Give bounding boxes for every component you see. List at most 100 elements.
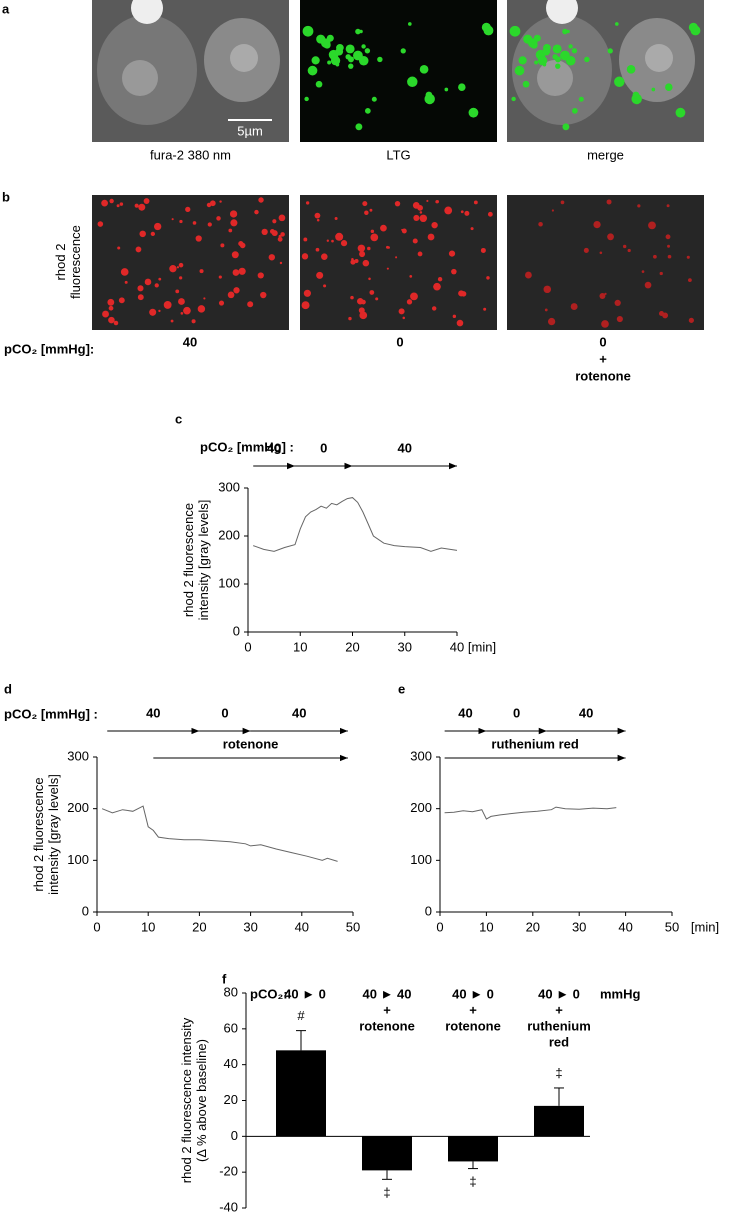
- granule: [584, 56, 590, 63]
- granule: [330, 55, 341, 66]
- granule: [307, 65, 318, 76]
- protocol-label: 40: [398, 440, 412, 455]
- granule: [370, 233, 379, 242]
- granule: [369, 208, 373, 212]
- granule: [607, 233, 614, 241]
- protocol-label: 40: [458, 705, 472, 720]
- y-tick-label: 0: [231, 1128, 238, 1143]
- granule: [665, 83, 673, 91]
- micrograph: [92, 195, 289, 330]
- granule: [448, 250, 456, 257]
- condition-title: pCO₂ [mmHg]:: [4, 341, 94, 356]
- annotation: ‡: [555, 1065, 562, 1080]
- granule: [509, 25, 521, 37]
- granule: [398, 308, 405, 315]
- granule: [480, 247, 486, 253]
- annotation: #: [297, 1008, 305, 1023]
- bar: [534, 1105, 584, 1137]
- granule: [345, 54, 351, 60]
- granule: [356, 297, 364, 305]
- bar: [362, 1136, 412, 1171]
- nucleus: [122, 60, 158, 96]
- granule: [108, 316, 115, 324]
- granule: [314, 212, 321, 219]
- micrograph: [300, 0, 497, 142]
- granule: [316, 218, 320, 222]
- glare: [131, 0, 163, 24]
- granule: [614, 76, 625, 87]
- granule: [101, 199, 108, 207]
- granule: [534, 60, 539, 65]
- granule: [599, 293, 606, 299]
- granule: [662, 312, 669, 319]
- granule: [303, 289, 311, 297]
- granule: [369, 290, 375, 295]
- x-tick-label: 0: [436, 919, 443, 934]
- granule: [355, 28, 361, 35]
- granule: [623, 244, 627, 249]
- granule: [268, 254, 276, 261]
- granule: [543, 285, 552, 294]
- protocol-label: 40: [267, 440, 281, 455]
- granule: [254, 209, 259, 215]
- granule: [233, 287, 240, 294]
- granule: [375, 297, 379, 301]
- granule: [570, 303, 578, 311]
- granule: [238, 267, 246, 275]
- y-tick-label: -20: [219, 1164, 238, 1179]
- granule: [367, 246, 371, 251]
- granule: [604, 292, 607, 296]
- granule: [192, 221, 197, 225]
- granule: [120, 268, 129, 276]
- glare: [546, 0, 578, 24]
- granule: [311, 56, 320, 65]
- y-tick-label: 0: [425, 903, 432, 918]
- granule: [218, 275, 222, 279]
- protocol-label: 40: [579, 705, 593, 720]
- granule: [301, 301, 310, 310]
- granule: [357, 244, 366, 253]
- granule: [364, 48, 371, 54]
- granule: [555, 63, 561, 69]
- y-tick-label: 200: [67, 800, 89, 815]
- granule: [394, 200, 401, 207]
- granule: [437, 277, 443, 282]
- granule: [380, 224, 387, 232]
- granule: [473, 200, 478, 205]
- granule: [169, 265, 177, 273]
- granule: [158, 309, 161, 313]
- granule: [326, 239, 329, 242]
- granule: [348, 63, 354, 69]
- granule: [530, 41, 538, 49]
- granule: [568, 44, 573, 49]
- granule: [368, 277, 371, 281]
- treatment-label: ruthenium red: [491, 736, 578, 751]
- granule: [601, 320, 609, 328]
- granule: [426, 199, 429, 203]
- granule: [407, 76, 418, 87]
- granule: [261, 228, 268, 235]
- granule: [626, 65, 636, 74]
- granule: [179, 219, 183, 224]
- x-tick-label: 10: [479, 919, 493, 934]
- granule: [199, 269, 204, 274]
- granule: [109, 198, 114, 204]
- granule: [562, 123, 570, 131]
- granule: [335, 47, 344, 56]
- granule: [203, 297, 206, 300]
- granule: [323, 284, 327, 288]
- granule: [615, 22, 619, 26]
- granule: [139, 230, 146, 238]
- granule: [134, 203, 139, 208]
- granule: [260, 291, 267, 299]
- granule: [458, 83, 466, 91]
- category-label: 40 ► 0: [452, 986, 494, 1001]
- category-label: +: [383, 1002, 391, 1017]
- granule: [135, 246, 142, 253]
- granule: [218, 300, 225, 306]
- category-label: red: [549, 1034, 569, 1049]
- x-tick-label: 50: [665, 919, 679, 934]
- granule: [247, 301, 254, 308]
- x-tick-label: 40: [618, 919, 632, 934]
- granule: [137, 285, 144, 292]
